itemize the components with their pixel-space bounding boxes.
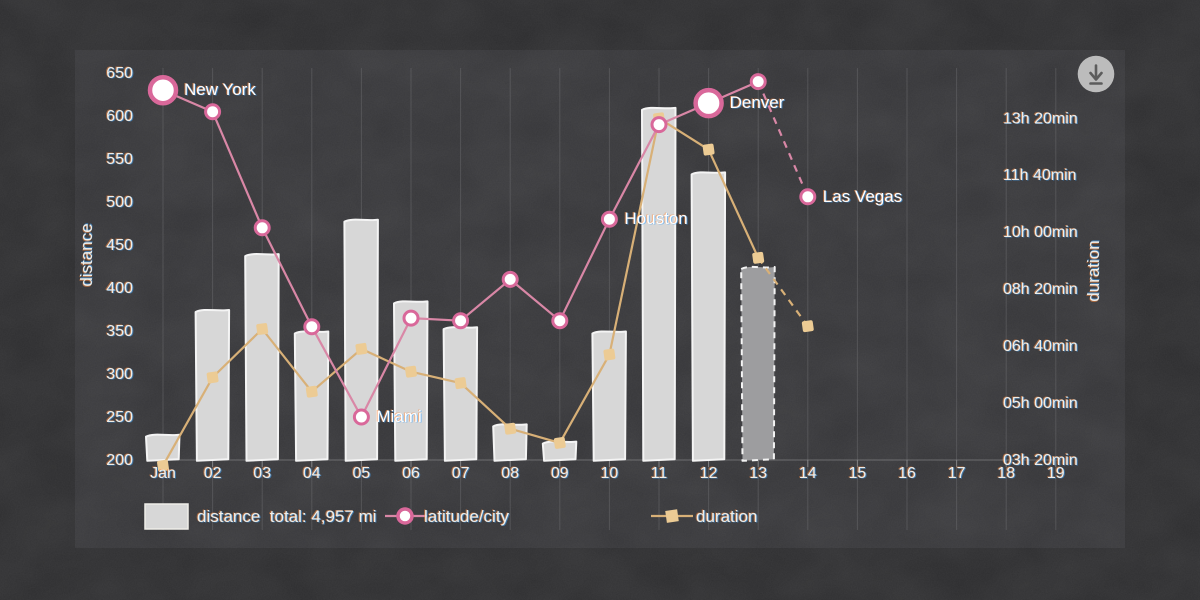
svg-text:Las Vegas: Las Vegas	[823, 187, 902, 206]
svg-text:Denver: Denver	[730, 93, 785, 112]
svg-text:03: 03	[253, 465, 271, 482]
svg-text:10: 10	[601, 465, 619, 482]
svg-text:02: 02	[204, 465, 222, 482]
svg-text:08: 08	[501, 465, 519, 482]
svg-text:distance: distance	[77, 223, 96, 286]
svg-text:300: 300	[106, 366, 133, 383]
svg-text:latitude/city: latitude/city	[424, 507, 510, 526]
svg-text:200: 200	[106, 452, 133, 469]
svg-text:duration: duration	[1084, 240, 1103, 301]
svg-text:07: 07	[452, 465, 470, 482]
svg-text:250: 250	[106, 409, 133, 426]
svg-text:06: 06	[402, 465, 420, 482]
svg-text:15: 15	[849, 465, 867, 482]
svg-text:duration: duration	[696, 507, 757, 526]
svg-text:16: 16	[898, 465, 916, 482]
svg-text:12: 12	[700, 465, 718, 482]
svg-text:400: 400	[106, 280, 133, 297]
svg-text:500: 500	[106, 194, 133, 211]
svg-text:New York: New York	[184, 80, 256, 99]
svg-text:18: 18	[997, 465, 1015, 482]
svg-text:08h 20min: 08h 20min	[1003, 281, 1078, 298]
svg-text:05: 05	[353, 465, 371, 482]
svg-text:13: 13	[749, 465, 767, 482]
svg-text:06h 40min: 06h 40min	[1003, 338, 1078, 355]
svg-text:11: 11	[651, 465, 668, 482]
svg-text:Jan: Jan	[150, 465, 176, 482]
svg-text:550: 550	[106, 151, 133, 168]
svg-text:Miami: Miami	[376, 407, 421, 426]
svg-text:13h 20min: 13h 20min	[1003, 110, 1078, 127]
svg-text:650: 650	[106, 65, 133, 82]
svg-text:14: 14	[799, 465, 817, 482]
svg-text:04: 04	[303, 465, 321, 482]
svg-text:600: 600	[106, 108, 133, 125]
svg-text:Houston: Houston	[624, 209, 687, 228]
svg-text:17: 17	[948, 465, 966, 482]
svg-text:09: 09	[551, 465, 569, 482]
svg-text:19: 19	[1047, 465, 1065, 482]
svg-text:350: 350	[106, 323, 133, 340]
svg-text:450: 450	[106, 237, 133, 254]
svg-text:11h 40min: 11h 40min	[1003, 167, 1077, 184]
svg-text:distance total: 4,957 mi: distance total: 4,957 mi	[197, 507, 377, 526]
svg-text:10h 00min: 10h 00min	[1003, 224, 1078, 241]
svg-text:05h 00min: 05h 00min	[1003, 395, 1078, 412]
